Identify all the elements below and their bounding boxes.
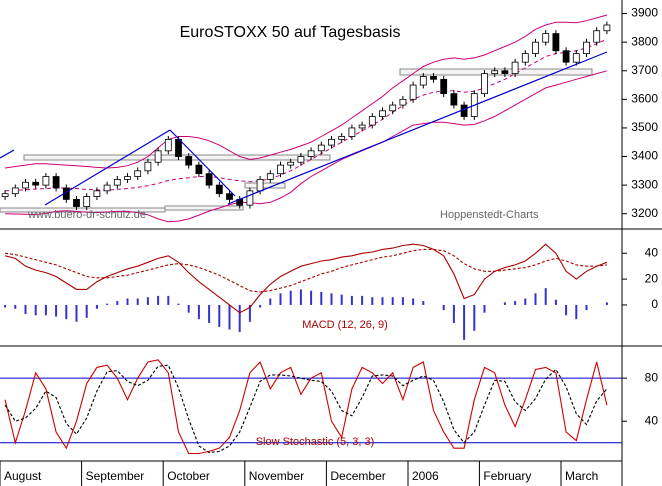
x-tick-label: 2006 — [412, 469, 439, 483]
candle-body — [22, 181, 29, 189]
candle-body — [246, 190, 254, 206]
candle-body — [256, 178, 264, 192]
watermark: www.buero-dr-schulz.de — [27, 209, 146, 221]
trend-line — [44, 129, 171, 206]
chart-title: EuroSTOXX 50 auf Tagesbasis — [180, 24, 401, 41]
series-line — [4, 359, 608, 455]
candle-body — [409, 84, 417, 100]
y-tick-label: 80 — [645, 370, 659, 384]
candle-body — [144, 161, 152, 172]
x-tick-label: December — [330, 469, 385, 483]
y-tick-label: 3800 — [631, 34, 658, 48]
candle-body — [583, 41, 590, 55]
x-tick-label: March — [565, 469, 598, 483]
candle-body — [154, 150, 162, 163]
trend-line — [227, 51, 608, 205]
candle-body — [113, 178, 121, 186]
plot: 3200 3300 3400 3500 3600 3700 3800 3900 0 20 40 40 8… — [0, 6, 658, 486]
support-box — [164, 205, 244, 211]
candle-body — [266, 173, 274, 180]
candle-body — [287, 161, 295, 166]
candle-body — [103, 184, 111, 192]
source-note: Hoppenstedt-Charts — [440, 209, 539, 221]
candle-body — [419, 76, 427, 86]
trend-lines — [0, 51, 608, 206]
macd-label: MACD (12, 26, 9) — [302, 319, 388, 331]
candle-body — [83, 196, 91, 207]
band-line — [5, 70, 608, 223]
candle-body — [277, 164, 284, 175]
candle-body — [368, 116, 376, 126]
candle-body — [328, 138, 335, 146]
candle-body — [226, 193, 233, 200]
candle-body — [195, 164, 203, 175]
candle-body — [450, 93, 458, 106]
candle-body — [572, 53, 580, 63]
candle-body — [562, 50, 570, 63]
x-tick-label: August — [4, 469, 42, 483]
trend-line — [169, 129, 236, 197]
candle-body — [542, 33, 550, 43]
candle-body — [1, 193, 9, 197]
band-line — [5, 14, 608, 169]
candle-body — [52, 176, 60, 189]
candle-body — [430, 76, 437, 80]
candle-body — [491, 70, 499, 75]
candle-body — [124, 176, 131, 180]
candle-body — [164, 138, 172, 152]
candle-body — [11, 187, 19, 195]
candle-body — [185, 156, 193, 166]
y-tick-label: 0 — [651, 297, 658, 311]
candle-body — [501, 70, 509, 75]
candle-body — [593, 30, 601, 43]
x-tick-label: November — [249, 469, 304, 483]
candle-body — [93, 190, 101, 197]
y-tick-label: 3600 — [631, 92, 658, 106]
candle-body — [511, 61, 519, 75]
y-tick-label: 40 — [645, 245, 659, 259]
candle-body — [205, 173, 213, 186]
candle-body — [73, 199, 80, 207]
candle-body — [481, 73, 488, 95]
candle-body — [307, 150, 315, 157]
candle-body — [338, 136, 346, 140]
y-tick-label: 20 — [645, 271, 659, 285]
candle-body — [532, 41, 539, 55]
y-tick-label: 3400 — [631, 149, 658, 163]
candle-body — [175, 138, 182, 157]
candle-body — [348, 127, 356, 137]
trend-line — [0, 149, 15, 159]
support-box — [244, 182, 286, 189]
x-tick-label: February — [483, 469, 531, 483]
candle-body — [215, 184, 223, 195]
candle-body — [317, 144, 325, 152]
candle-body — [32, 181, 40, 186]
candle-body — [42, 176, 50, 186]
y-tick-label: 3900 — [631, 6, 658, 20]
y-tick-label: 3500 — [631, 120, 658, 134]
y-tick-label: 40 — [645, 413, 659, 427]
candle-body — [603, 24, 611, 32]
series-line — [4, 243, 608, 314]
y-tick-label: 3700 — [631, 63, 658, 77]
y-tick-label: 3200 — [631, 206, 658, 220]
candle-body — [297, 156, 305, 163]
candle-body — [399, 98, 407, 106]
stochastic-label: Slow Stochastic (5, 3, 3) — [256, 436, 375, 448]
candle-body — [521, 53, 529, 63]
candle-body — [552, 33, 560, 52]
candle-body — [440, 78, 448, 95]
x-tick-label: September — [86, 469, 145, 483]
x-tick-label: October — [167, 469, 210, 483]
candle-body — [134, 170, 142, 177]
candle-body — [389, 104, 397, 112]
y-tick-label: 3300 — [631, 177, 658, 191]
candle-body — [379, 110, 386, 117]
candle-body — [358, 124, 366, 129]
